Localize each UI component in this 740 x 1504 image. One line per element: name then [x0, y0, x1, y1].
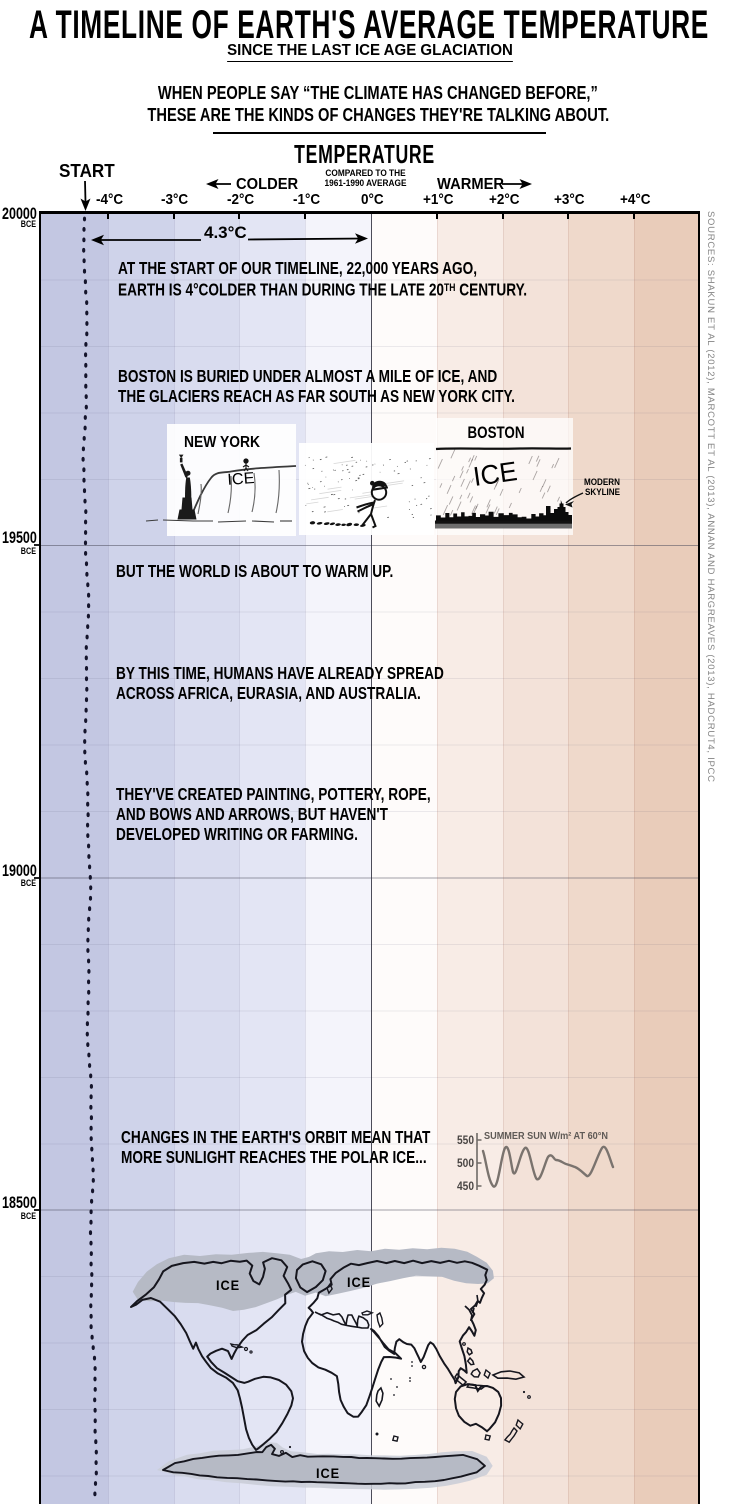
svg-text:SKYLINE: SKYLINE: [585, 487, 620, 498]
svg-text:ICE: ICE: [227, 470, 255, 489]
svg-text:NEW YORK: NEW YORK: [184, 434, 260, 451]
svg-text:450: 450: [457, 1181, 474, 1193]
svg-text:ICE: ICE: [316, 1465, 340, 1481]
svg-text:ICE: ICE: [216, 1277, 240, 1293]
svg-text:ICE: ICE: [347, 1274, 371, 1290]
svg-text:MODERN: MODERN: [584, 477, 620, 488]
svg-text:BOSTON: BOSTON: [468, 424, 525, 442]
svg-text:ICE: ICE: [471, 456, 519, 492]
svg-text:500: 500: [457, 1158, 474, 1170]
svg-text:SUMMER SUN W/m² AT 60°N: SUMMER SUN W/m² AT 60°N: [484, 1130, 608, 1142]
svg-text:550: 550: [457, 1135, 474, 1147]
